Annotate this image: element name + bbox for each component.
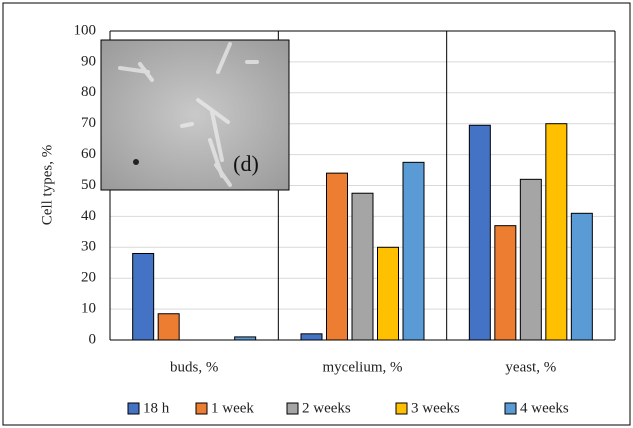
legend-label: 2 weeks <box>302 400 351 416</box>
bar <box>352 193 373 340</box>
page: {"chart_data": {"type": "bar", "y_label"… <box>0 0 633 428</box>
legend-swatch <box>128 403 139 414</box>
x-tick-label: buds, % <box>170 359 218 375</box>
inset-label: (d) <box>233 151 259 176</box>
bar <box>520 179 541 340</box>
y-tick-label: 100 <box>74 22 97 38</box>
y-tick-label: 40 <box>81 208 96 224</box>
bar <box>571 213 592 340</box>
bar <box>546 124 567 340</box>
y-axis-label: Cell types, % <box>39 145 55 225</box>
bar <box>403 162 424 340</box>
y-tick-label: 10 <box>81 301 96 317</box>
legend-label: 1 week <box>211 400 254 416</box>
legend-label: 4 weeks <box>520 400 569 416</box>
legend-label: 3 weeks <box>411 400 460 416</box>
y-tick-label: 20 <box>81 270 96 286</box>
y-tick-label: 60 <box>81 146 96 162</box>
y-tick-label: 50 <box>81 177 96 193</box>
x-tick-label: yeast, % <box>505 359 556 375</box>
bar <box>495 226 516 340</box>
legend-swatch <box>396 403 407 414</box>
legend-swatch <box>287 403 298 414</box>
y-tick-label: 30 <box>81 239 96 255</box>
y-tick-label: 80 <box>81 84 96 100</box>
bar <box>158 314 179 340</box>
bar <box>469 125 490 340</box>
inset-image: (d) <box>101 40 289 190</box>
debris <box>133 159 139 165</box>
x-tick-label: mycelium, % <box>323 359 403 375</box>
bar <box>133 253 154 340</box>
bar <box>235 337 256 340</box>
legend-swatch <box>505 403 516 414</box>
legend-swatch <box>196 403 207 414</box>
legend-label: 18 h <box>143 400 170 416</box>
bar <box>327 173 348 340</box>
micrograph <box>101 40 289 190</box>
y-tick-label: 0 <box>89 331 97 347</box>
bar <box>378 247 399 340</box>
bar <box>301 334 322 340</box>
y-tick-label: 70 <box>81 115 96 131</box>
chart: (d) Cell types, % 18 h 1 week 2 weeks 3 wee… <box>0 0 633 428</box>
y-tick-label: 90 <box>81 53 96 69</box>
